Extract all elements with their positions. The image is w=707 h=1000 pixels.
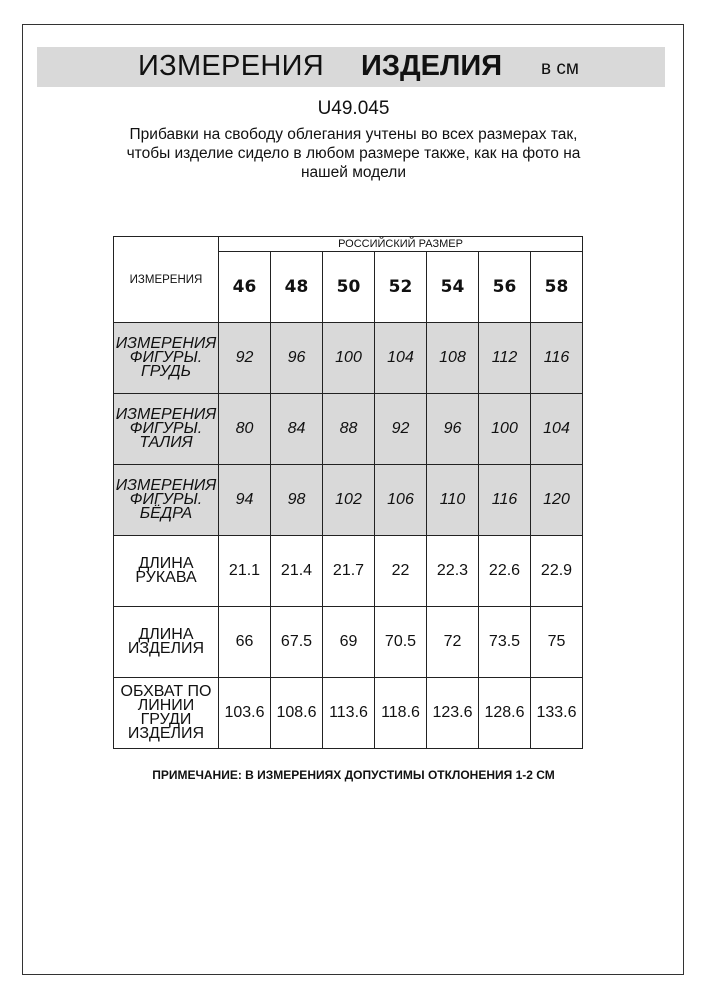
row-label-line: ИЗМЕРЕНИЯ [115, 335, 217, 352]
row-label: ДЛИНА ИЗДЕЛИЯ [113, 606, 219, 678]
size-header: 56 [478, 251, 531, 323]
table-cell: 70.5 [374, 606, 427, 678]
table-cell: 103.6 [218, 677, 271, 749]
table-cell: 106 [374, 464, 427, 536]
title-product: ИЗДЕЛИЯ [361, 50, 503, 82]
size-group-label: РОССИЙСКИЙ РАЗМЕР [218, 236, 583, 252]
table-cell: 80 [218, 393, 271, 465]
table-cell: 88 [322, 393, 375, 465]
size-header: 58 [530, 251, 583, 323]
table-cell: 102 [322, 464, 375, 536]
size-table: ИЗМЕРЕНИЯ РОССИЙСКИЙ РАЗМЕР 46 48 50 52 54 56… [113, 236, 583, 749]
row-label-line: ДЛИНА РУКАВА [135, 555, 197, 586]
table-cell: 116 [478, 464, 531, 536]
table-cell: 104 [530, 393, 583, 465]
table-cell: 92 [218, 322, 271, 394]
table-cell: 22 [374, 535, 427, 607]
note-line: нашей модели [301, 164, 406, 181]
table-cell: 104 [374, 322, 427, 394]
size-header: 46 [218, 251, 271, 323]
table-cell: 72 [426, 606, 479, 678]
table-cell: 128.6 [478, 677, 531, 749]
row-label-line: ЛИНИИ ГРУДИ [137, 697, 195, 728]
title-bar [37, 47, 665, 87]
table-cell: 21.7 [322, 535, 375, 607]
row-label: ИЗМЕРЕНИЯ ФИГУРЫ. ГРУДЬ [113, 322, 219, 394]
row-label-line: ИЗДЕЛИЯ [127, 725, 205, 742]
row-label-line: ФИГУРЫ. БЁДРА [129, 491, 203, 522]
row-label-line: ИЗМЕРЕНИЯ [115, 406, 217, 423]
table-cell: 108 [426, 322, 479, 394]
table-cell: 118.6 [374, 677, 427, 749]
table-cell: 96 [426, 393, 479, 465]
row-label: ДЛИНА РУКАВА [113, 535, 219, 607]
table-cell: 113.6 [322, 677, 375, 749]
table-cell: 21.4 [270, 535, 323, 607]
table-cell: 116 [530, 322, 583, 394]
table-row: ДЛИНА РУКАВА 21.1 21.4 21.7 22 22.3 22.6 22.9 [113, 535, 583, 607]
table-cell: 108.6 [270, 677, 323, 749]
size-header: 50 [322, 251, 375, 323]
row-label: ИЗМЕРЕНИЯ ФИГУРЫ. ТАЛИЯ [113, 393, 219, 465]
table-cell: 84 [270, 393, 323, 465]
row-label-line: ДЛИНА ИЗДЕЛИЯ [127, 626, 205, 657]
table-cell: 123.6 [426, 677, 479, 749]
row-label-line: ОБХВАТ ПО [120, 683, 212, 700]
fit-note: Прибавки на свободу облегания учтены во … [0, 125, 707, 182]
product-code: U49.045 [317, 98, 390, 119]
table-cell: 120 [530, 464, 583, 536]
size-header: 54 [426, 251, 479, 323]
table-cell: 66 [218, 606, 271, 678]
table-cell: 100 [478, 393, 531, 465]
table-cell: 69 [322, 606, 375, 678]
title-measurements: ИЗМЕРЕНИЯ [138, 50, 324, 82]
table-cell: 98 [270, 464, 323, 536]
corner-label: ИЗМЕРЕНИЯ [113, 236, 219, 323]
row-label: ОБХВАТ ПО ЛИНИИ ГРУДИ ИЗДЕЛИЯ [113, 677, 219, 749]
table-cell: 22.3 [426, 535, 479, 607]
table-row: ДЛИНА ИЗДЕЛИЯ 66 67.5 69 70.5 72 73.5 75 [113, 606, 583, 678]
table-row: ИЗМЕРЕНИЯ ФИГУРЫ. ТАЛИЯ 80 84 88 92 96 100 104 [113, 393, 583, 465]
table-cell: 133.6 [530, 677, 583, 749]
footnote: ПРИМЕЧАНИЕ: В ИЗМЕРЕНИЯХ ДОПУСТИМЫ ОТКЛО… [152, 768, 555, 782]
row-label-line: ФИГУРЫ. ГРУДЬ [129, 349, 203, 380]
table-cell: 100 [322, 322, 375, 394]
table-row: ИЗМЕРЕНИЯ ФИГУРЫ. БЁДРА 94 98 102 106 110 116 12… [113, 464, 583, 536]
table-cell: 22.9 [530, 535, 583, 607]
table-row: ИЗМЕРЕНИЯ ФИГУРЫ. ГРУДЬ 92 96 100 104 108 112 11… [113, 322, 583, 394]
note-line: чтобы изделие сидело в любом размере так… [126, 145, 581, 162]
table-cell: 22.6 [478, 535, 531, 607]
sizes-row: 46 48 50 52 54 56 58 [114, 251, 583, 323]
table-cell: 21.1 [218, 535, 271, 607]
table-cell: 67.5 [270, 606, 323, 678]
size-header: 48 [270, 251, 323, 323]
table-cell: 75 [530, 606, 583, 678]
note-line: Прибавки на свободу облегания учтены во … [129, 126, 578, 143]
row-label: ИЗМЕРЕНИЯ ФИГУРЫ. БЁДРА [113, 464, 219, 536]
size-header: 52 [374, 251, 427, 323]
table-cell: 94 [218, 464, 271, 536]
row-label-line: ФИГУРЫ. ТАЛИЯ [129, 420, 203, 451]
table-cell: 73.5 [478, 606, 531, 678]
table-cell: 112 [478, 322, 531, 394]
title-unit: в см [541, 58, 579, 79]
row-label-line: ИЗМЕРЕНИЯ [115, 477, 217, 494]
table-cell: 96 [270, 322, 323, 394]
table-cell: 92 [374, 393, 427, 465]
page-frame [22, 24, 684, 975]
table-row: ОБХВАТ ПО ЛИНИИ ГРУДИ ИЗДЕЛИЯ 103.6 108.6 113… [113, 677, 583, 749]
table-cell: 110 [426, 464, 479, 536]
